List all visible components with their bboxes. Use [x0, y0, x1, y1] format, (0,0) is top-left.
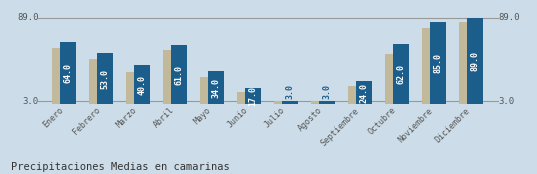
Bar	[282, 101, 298, 104]
Text: 61.0: 61.0	[175, 65, 184, 85]
Bar	[356, 81, 372, 104]
Text: 89.0: 89.0	[470, 51, 479, 71]
Bar	[126, 72, 147, 104]
Bar	[89, 59, 110, 104]
Bar	[200, 77, 220, 104]
Bar	[311, 101, 331, 104]
Bar	[393, 44, 409, 104]
Bar	[60, 42, 76, 104]
Bar	[319, 101, 335, 104]
Bar	[459, 22, 479, 104]
Bar	[171, 45, 187, 104]
Text: 89.0: 89.0	[17, 13, 39, 22]
Text: 34.0: 34.0	[212, 78, 221, 98]
Bar	[430, 22, 446, 104]
Text: 62.0: 62.0	[396, 64, 405, 84]
Bar	[467, 18, 483, 104]
Text: 89.0: 89.0	[498, 13, 520, 22]
Bar	[52, 48, 72, 104]
Text: 64.0: 64.0	[64, 63, 72, 83]
Bar	[163, 50, 183, 104]
Text: 3.0: 3.0	[286, 84, 294, 99]
Text: 17.0: 17.0	[249, 86, 257, 106]
Text: 40.0: 40.0	[137, 75, 147, 95]
Text: 3.0: 3.0	[322, 84, 331, 99]
Text: 85.0: 85.0	[433, 53, 442, 73]
Bar	[422, 28, 442, 104]
Bar	[134, 65, 150, 104]
Text: 3.0: 3.0	[23, 97, 39, 106]
Bar	[384, 54, 405, 104]
Text: 53.0: 53.0	[101, 69, 110, 89]
Bar	[348, 86, 368, 104]
Text: 24.0: 24.0	[359, 83, 368, 103]
Bar	[245, 88, 261, 104]
Bar	[237, 92, 257, 104]
Bar	[208, 71, 224, 104]
Text: Precipitaciones Medias en camarinas: Precipitaciones Medias en camarinas	[11, 162, 229, 172]
Text: 3.0: 3.0	[498, 97, 514, 106]
Bar	[274, 101, 294, 104]
Bar	[97, 53, 113, 104]
